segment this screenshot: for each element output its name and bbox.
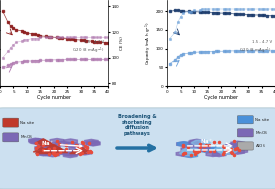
Polygon shape <box>181 147 195 152</box>
Text: Broadening &
shortening
diffusion
pathways: Broadening & shortening diffusion pathwa… <box>118 114 157 136</box>
Polygon shape <box>206 152 220 156</box>
Polygon shape <box>45 148 59 153</box>
Y-axis label: Capacity (mA h g$^{-1}$): Capacity (mA h g$^{-1}$) <box>144 21 155 65</box>
FancyBboxPatch shape <box>3 118 19 127</box>
Polygon shape <box>64 139 77 144</box>
Polygon shape <box>31 139 45 143</box>
Polygon shape <box>177 142 190 146</box>
Polygon shape <box>212 152 226 157</box>
Polygon shape <box>226 143 240 148</box>
Polygon shape <box>55 141 69 146</box>
Polygon shape <box>86 141 100 146</box>
Polygon shape <box>177 142 191 146</box>
FancyBboxPatch shape <box>237 129 253 137</box>
Polygon shape <box>35 149 53 154</box>
Polygon shape <box>182 152 195 157</box>
Polygon shape <box>46 145 60 150</box>
Polygon shape <box>72 144 86 149</box>
Polygon shape <box>54 149 67 154</box>
Polygon shape <box>187 146 200 150</box>
Polygon shape <box>64 153 77 158</box>
Polygon shape <box>45 145 62 149</box>
Polygon shape <box>46 145 60 150</box>
Polygon shape <box>224 144 238 149</box>
Polygon shape <box>29 138 42 143</box>
Polygon shape <box>35 146 48 150</box>
Polygon shape <box>181 148 201 153</box>
FancyBboxPatch shape <box>237 142 253 150</box>
Polygon shape <box>184 153 197 158</box>
Polygon shape <box>223 149 237 154</box>
Polygon shape <box>189 140 202 145</box>
Polygon shape <box>65 151 78 156</box>
Polygon shape <box>231 150 244 154</box>
Polygon shape <box>190 139 204 144</box>
FancyBboxPatch shape <box>0 108 275 189</box>
X-axis label: Cycle number: Cycle number <box>37 95 71 100</box>
Polygon shape <box>46 152 60 157</box>
Polygon shape <box>217 149 237 154</box>
Polygon shape <box>221 149 234 154</box>
Polygon shape <box>61 151 74 155</box>
Polygon shape <box>199 148 213 153</box>
Polygon shape <box>31 140 45 145</box>
Polygon shape <box>209 148 222 153</box>
Polygon shape <box>176 152 190 156</box>
X-axis label: Cycle number: Cycle number <box>204 95 238 100</box>
Text: AlO$_6$: AlO$_6$ <box>255 142 266 150</box>
Polygon shape <box>38 141 55 146</box>
Polygon shape <box>29 139 43 144</box>
FancyBboxPatch shape <box>237 116 253 124</box>
Polygon shape <box>234 149 248 153</box>
Polygon shape <box>229 143 243 148</box>
Polygon shape <box>40 146 53 150</box>
Polygon shape <box>197 146 210 151</box>
Polygon shape <box>51 148 68 153</box>
Polygon shape <box>50 139 64 143</box>
Y-axis label: CE (%): CE (%) <box>120 36 125 50</box>
Polygon shape <box>69 147 82 151</box>
Polygon shape <box>64 142 78 147</box>
Polygon shape <box>214 146 234 152</box>
Polygon shape <box>84 139 98 144</box>
Polygon shape <box>196 147 209 151</box>
Polygon shape <box>206 147 220 152</box>
Polygon shape <box>73 147 90 152</box>
Polygon shape <box>43 143 57 148</box>
Polygon shape <box>179 151 199 156</box>
Text: Na$^+$: Na$^+$ <box>200 137 213 146</box>
Polygon shape <box>78 150 92 155</box>
Polygon shape <box>193 145 207 150</box>
Polygon shape <box>64 151 78 156</box>
FancyBboxPatch shape <box>3 133 19 142</box>
Text: Na site: Na site <box>255 118 269 122</box>
Text: 1.5 - 4.7 V
C/20 (8 mA g$^{-1}$): 1.5 - 4.7 V C/20 (8 mA g$^{-1}$) <box>239 40 272 56</box>
Polygon shape <box>39 151 52 155</box>
Polygon shape <box>35 139 52 143</box>
Polygon shape <box>86 141 100 146</box>
Polygon shape <box>37 151 51 156</box>
Polygon shape <box>207 147 220 151</box>
Polygon shape <box>70 149 87 154</box>
Text: MnO$_6$: MnO$_6$ <box>20 134 33 141</box>
Text: Na$^+$: Na$^+$ <box>41 139 82 148</box>
Text: 1.5 - 4.7 V
C/20 (8 mA g$^{-1}$): 1.5 - 4.7 V C/20 (8 mA g$^{-1}$) <box>72 40 104 56</box>
Text: Na site: Na site <box>20 121 34 125</box>
Text: MnO$_6$: MnO$_6$ <box>255 129 268 137</box>
Polygon shape <box>191 140 211 145</box>
Polygon shape <box>218 149 231 153</box>
Polygon shape <box>33 147 50 152</box>
Polygon shape <box>190 142 204 147</box>
Polygon shape <box>231 141 244 146</box>
